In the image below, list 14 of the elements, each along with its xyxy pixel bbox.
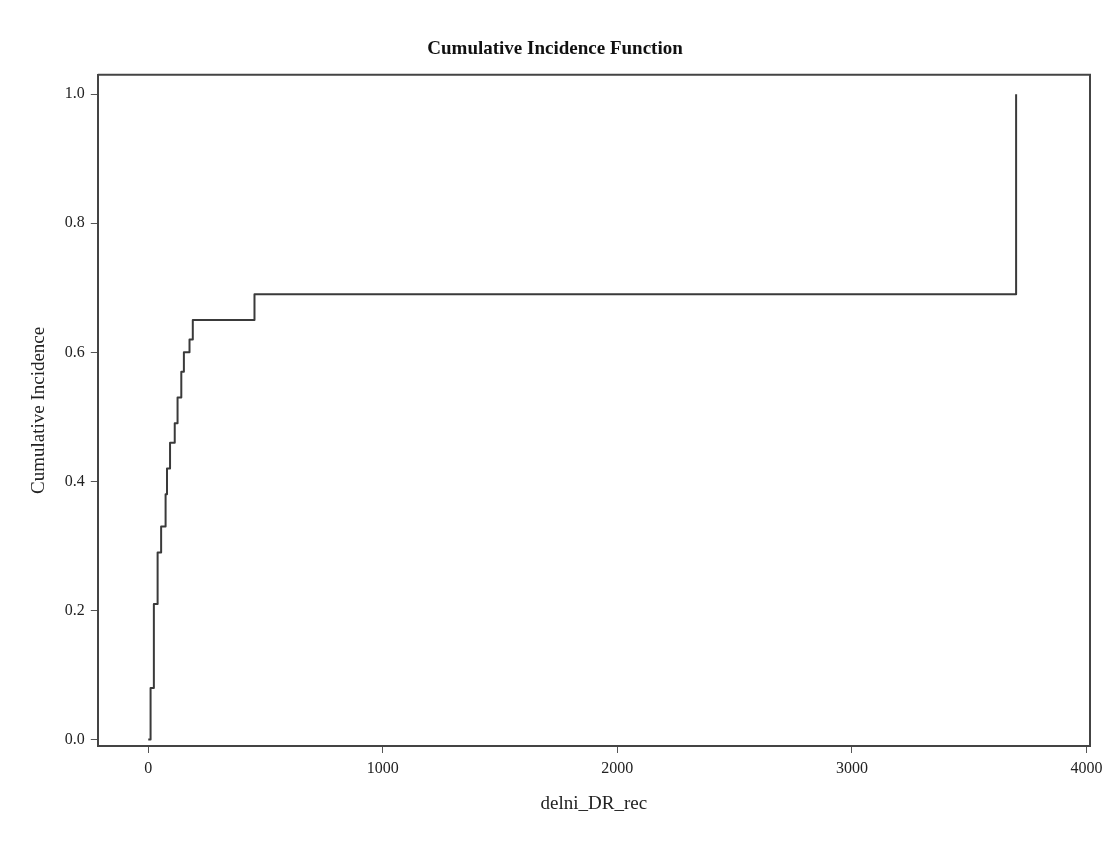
x-tick-label: 3000	[835, 758, 868, 776]
y-tick-label: 0.2	[64, 600, 85, 618]
y-tick-label: 0.6	[64, 342, 85, 360]
y-tick-label: 0.4	[64, 471, 85, 489]
y-tick-label: 0.8	[64, 213, 85, 231]
x-tick-label: 1000	[366, 758, 399, 776]
x-tick-label: 2000	[601, 758, 634, 776]
y-tick-label: 1.0	[64, 84, 85, 102]
x-tick-label: 4000	[1070, 758, 1103, 776]
chart-title: Cumulative Incidence Function	[427, 37, 684, 59]
y-tick-label: 0.0	[64, 729, 85, 747]
x-axis-title: delni_DR_rec	[540, 791, 648, 813]
x-tick-label: 0	[144, 758, 153, 776]
y-axis-title: Cumulative Incidence	[27, 326, 49, 495]
